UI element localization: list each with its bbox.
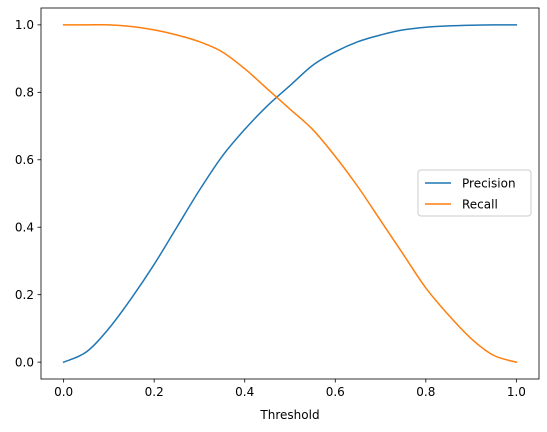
series-line-recall	[62, 23, 518, 364]
x-axis-label: Threshold	[259, 408, 319, 422]
y-tick-label: 0.0	[15, 355, 34, 369]
series-layer	[62, 23, 518, 364]
x-tick-label: 0.8	[416, 385, 435, 399]
x-tick-label: 0.2	[145, 385, 164, 399]
axes-layer	[40, 7, 540, 380]
x-tick-label: 0.4	[235, 385, 254, 399]
x-tick-label: 0.0	[54, 385, 73, 399]
y-tick-label: 0.6	[15, 153, 34, 167]
legend: Precision Recall	[417, 169, 532, 217]
y-tick-label: 0.4	[15, 221, 34, 235]
y-tick-label: 1.0	[15, 18, 34, 32]
y-tick-label: 0.2	[15, 288, 34, 302]
legend-label-precision: Precision	[462, 176, 516, 190]
x-tick-label: 1.0	[507, 385, 526, 399]
y-tick-label: 0.8	[15, 86, 34, 100]
x-tick-label: 0.6	[326, 385, 345, 399]
series-line-precision	[62, 24, 518, 364]
axes-frame	[40, 7, 540, 380]
ticks-layer: 0.0 0.2 0.4 0.6 0.8 1.0 0.0 0.2 0.4 0.6 0.8 1.0	[15, 18, 526, 399]
legend-label-recall: Recall	[462, 197, 498, 211]
